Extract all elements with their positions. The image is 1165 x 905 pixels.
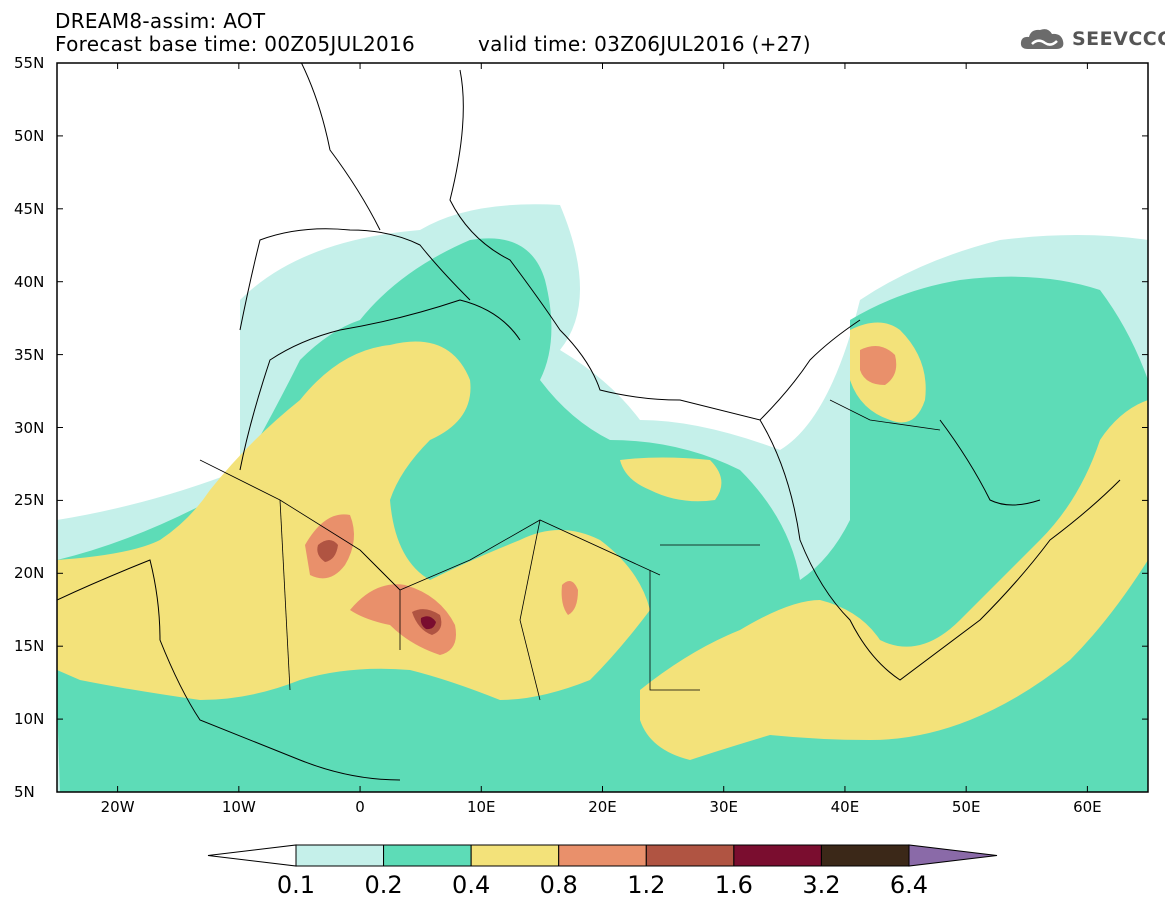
aot-contour-0.8-c <box>561 581 578 615</box>
aot-contour-0.8-d <box>860 346 897 385</box>
lat-label: 5N <box>14 783 35 801</box>
aot-field <box>57 63 1148 792</box>
lon-label: 40E <box>830 798 860 816</box>
lon-label: 20E <box>588 798 617 816</box>
coastlines <box>57 63 1121 781</box>
lat-label: 55N <box>14 54 45 72</box>
lat-label: 50N <box>14 126 45 145</box>
colorbar-label: 0.1 <box>276 871 316 899</box>
colorbar-label: 0.8 <box>539 871 578 899</box>
lat-label: 45N <box>14 199 45 218</box>
forecast-base-time: Forecast base time: 00Z05JUL2016 <box>55 32 416 56</box>
aot-contour-0.4-east <box>640 400 1148 760</box>
map-title: DREAM8-assim: AOT <box>55 9 266 33</box>
seevccc-logo: SEEVCCC <box>1018 24 1165 54</box>
lon-label: 10W <box>221 798 256 816</box>
aot-contour-0.4-egypt <box>620 457 722 502</box>
lat-label: 35N <box>14 345 45 364</box>
borders <box>199 399 941 701</box>
lat-label: 30N <box>14 418 45 437</box>
lat-label: 15N <box>14 637 45 656</box>
axis-ticks <box>57 62 1148 793</box>
lon-label: 50E <box>951 798 981 816</box>
aot-contour-0.4 <box>57 341 650 700</box>
lon-label: 60E <box>1073 798 1102 816</box>
lon-label: 30E <box>709 798 738 816</box>
lat-label: 25N <box>14 491 45 510</box>
aot-contour-1.2-a <box>317 540 338 562</box>
cloud-icon <box>1020 29 1064 49</box>
aot-contour-1.6 <box>420 616 436 630</box>
lat-label: 20N <box>14 564 45 583</box>
colorbar-label: 1.2 <box>627 871 666 899</box>
lat-label: 40N <box>14 272 45 291</box>
colorbar-label: 3.2 <box>802 871 841 899</box>
aot-contour-0.8-b <box>350 584 456 655</box>
colorbar-label: 0.4 <box>452 871 491 899</box>
colorbar-label: 1.6 <box>714 871 753 899</box>
lon-label: 0 <box>355 798 365 816</box>
lon-label: 10E <box>466 798 496 816</box>
logo-text: SEEVCCC <box>1072 28 1165 50</box>
lat-label: 10N <box>14 710 45 729</box>
colorbar-label: 6.4 <box>889 871 929 899</box>
valid-time: valid time: 03Z06JUL2016 (+27) <box>478 32 811 56</box>
lon-label: 20W <box>100 798 135 816</box>
colorbar-label: 0.2 <box>364 871 403 899</box>
